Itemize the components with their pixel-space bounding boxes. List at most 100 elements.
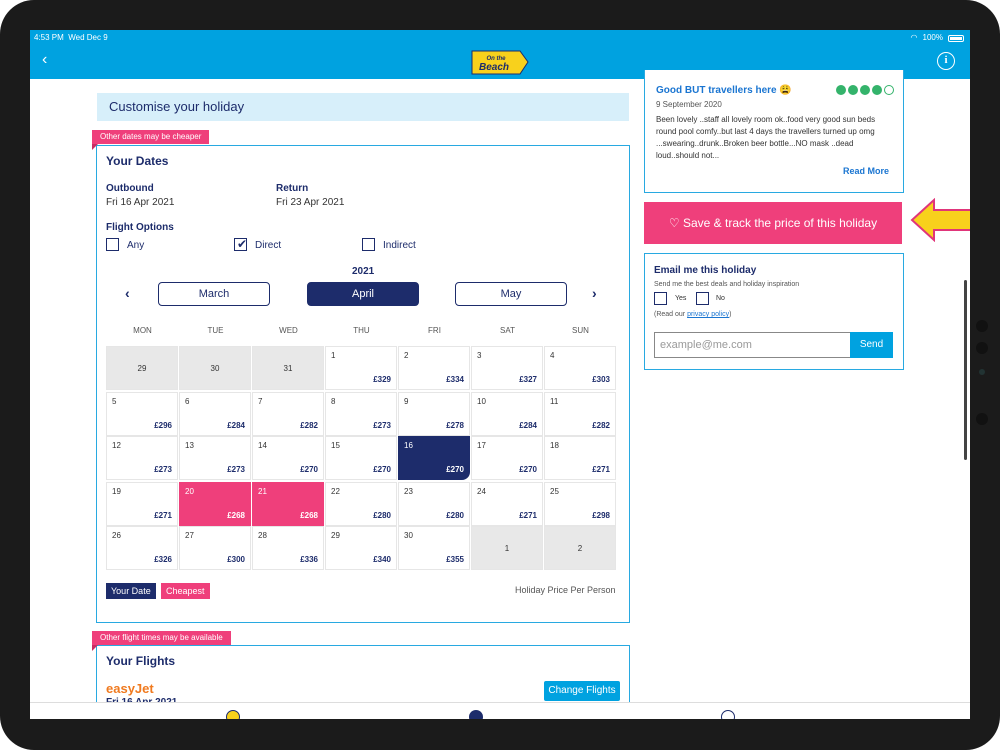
review-title[interactable]: Good BUT travellers here 😩 bbox=[656, 85, 792, 96]
calendar-day-cell[interactable]: 9 £278 bbox=[398, 392, 470, 436]
save-track-label: Save & track the price of this holiday bbox=[683, 216, 878, 230]
calendar-day-cell: 2 bbox=[544, 526, 616, 570]
indirect-checkbox[interactable] bbox=[362, 238, 375, 251]
change-flights-button[interactable]: Change Flights bbox=[544, 681, 620, 701]
calendar-day-cell[interactable]: 2 £334 bbox=[398, 346, 470, 390]
flight-options-label: Flight Options bbox=[106, 222, 174, 233]
calendar-day-cell[interactable]: 28 £336 bbox=[252, 526, 324, 570]
privacy-policy-link[interactable]: privacy policy bbox=[687, 311, 730, 318]
weekday-label: MON bbox=[133, 326, 152, 335]
info-icon[interactable]: i bbox=[937, 52, 955, 70]
prev-month-icon[interactable]: ‹ bbox=[125, 285, 130, 301]
direct-checkbox[interactable]: ✔ bbox=[234, 237, 247, 251]
email-input[interactable]: example@me.com bbox=[654, 332, 851, 358]
save-track-button[interactable]: ♡ Save & track the price of this holiday bbox=[644, 202, 902, 244]
send-button[interactable]: Send bbox=[850, 332, 893, 358]
calendar-day-cell[interactable]: 13 £273 bbox=[179, 436, 251, 480]
day-price: £336 bbox=[300, 555, 318, 564]
rating-dots bbox=[836, 85, 894, 95]
yes-label: Yes bbox=[675, 295, 687, 302]
chevron-left-icon[interactable]: ‹ bbox=[42, 51, 48, 68]
calendar-day-cell[interactable]: 26 £326 bbox=[106, 526, 178, 570]
calendar-day-cell[interactable]: 8 £273 bbox=[325, 392, 397, 436]
calendar-day-cell[interactable]: 5 £296 bbox=[106, 392, 178, 436]
calendar-day-cell[interactable]: 10 £284 bbox=[471, 392, 543, 436]
calendar-day-cell[interactable]: 27 £300 bbox=[179, 526, 251, 570]
calendar-day-cell[interactable]: 18 £271 bbox=[544, 436, 616, 480]
scroll-indicator bbox=[964, 280, 967, 460]
logo-line2: Beach bbox=[479, 62, 509, 73]
review-date: 9 September 2020 bbox=[656, 100, 722, 109]
month-may-button[interactable]: May bbox=[455, 282, 567, 306]
day-number: 29 bbox=[331, 531, 340, 540]
bottom-tab-bar bbox=[30, 702, 970, 719]
month-april-button[interactable]: April bbox=[307, 282, 419, 306]
day-price: £326 bbox=[154, 555, 172, 564]
pointer-arrow-icon bbox=[910, 198, 970, 242]
next-month-icon[interactable]: › bbox=[592, 285, 597, 301]
review-body: Been lovely ..staff all lovely room ok..… bbox=[656, 115, 876, 160]
calendar-day-cell[interactable]: 15 £270 bbox=[325, 436, 397, 480]
day-price: £268 bbox=[300, 511, 318, 520]
email-subtitle: Send me the best deals and holiday inspi… bbox=[654, 281, 800, 288]
calendar-day-cell[interactable]: 7 £282 bbox=[252, 392, 324, 436]
day-price: £284 bbox=[519, 421, 537, 430]
calendar-day-cell[interactable]: 16 £270 bbox=[398, 436, 470, 480]
day-number: 11 bbox=[550, 397, 559, 406]
calendar-day-cell[interactable]: 24 £271 bbox=[471, 482, 543, 526]
read-more-link[interactable]: Read More bbox=[843, 166, 890, 176]
weekday-label: TUE bbox=[207, 326, 224, 335]
calendar-day-cell[interactable]: 21 £268 bbox=[252, 482, 324, 526]
month-march-button[interactable]: March bbox=[158, 282, 270, 306]
day-number: 13 bbox=[185, 441, 194, 450]
tab-search-icon[interactable] bbox=[226, 710, 240, 719]
customise-heading: Customise your holiday bbox=[97, 93, 629, 121]
side-button bbox=[976, 320, 988, 332]
calendar-day-cell[interactable]: 11 £282 bbox=[544, 392, 616, 436]
day-number: 2 bbox=[577, 544, 583, 553]
yes-checkbox[interactable] bbox=[654, 292, 667, 305]
app-header: ‹ On the Beach i bbox=[30, 45, 970, 79]
calendar-day-cell[interactable]: 1 £329 bbox=[325, 346, 397, 390]
heart-outline-icon: ♡ bbox=[668, 216, 680, 230]
cheaper-dates-flag: Other dates may be cheaper bbox=[92, 130, 210, 150]
any-checkbox[interactable] bbox=[106, 238, 119, 251]
calendar-day-cell[interactable]: 4 £303 bbox=[544, 346, 616, 390]
battery-icon bbox=[948, 35, 964, 42]
day-price: £280 bbox=[446, 511, 464, 520]
calendar-day-cell[interactable]: 29 £340 bbox=[325, 526, 397, 570]
calendar-day-cell[interactable]: 12 £273 bbox=[106, 436, 178, 480]
day-price: £271 bbox=[592, 465, 610, 474]
status-bar: 4:53 PM Wed Dec 9 ◠ 100% bbox=[30, 30, 970, 45]
return-value: Fri 23 Apr 2021 bbox=[276, 197, 345, 208]
day-number: 31 bbox=[283, 364, 293, 373]
day-price: £303 bbox=[592, 375, 610, 384]
calendar-day-cell: 30 bbox=[179, 346, 251, 390]
flight-times-flag: Other flight times may be available bbox=[92, 631, 231, 651]
calendar-day-cell[interactable]: 23 £280 bbox=[398, 482, 470, 526]
logo-line1: On the bbox=[487, 56, 507, 62]
calendar-day-cell[interactable]: 30 £355 bbox=[398, 526, 470, 570]
rating-dot-empty bbox=[884, 85, 894, 95]
calendar-day-cell[interactable]: 20 £268 bbox=[179, 482, 251, 526]
calendar-day-cell[interactable]: 25 £298 bbox=[544, 482, 616, 526]
calendar-day-cell[interactable]: 22 £280 bbox=[325, 482, 397, 526]
day-number: 10 bbox=[477, 397, 486, 406]
calendar-day-cell: 29 bbox=[106, 346, 178, 390]
privacy-note: (Read our privacy policy) bbox=[654, 311, 731, 318]
calendar-day-cell[interactable]: 14 £270 bbox=[252, 436, 324, 480]
calendar-day-cell[interactable]: 17 £270 bbox=[471, 436, 543, 480]
day-price: £282 bbox=[300, 421, 318, 430]
no-label: No bbox=[716, 295, 725, 302]
weekday-label: FRI bbox=[428, 326, 441, 335]
no-checkbox[interactable] bbox=[696, 292, 709, 305]
weekday-label: SAT bbox=[500, 326, 515, 335]
return-label: Return bbox=[276, 183, 309, 194]
day-price: £271 bbox=[154, 511, 172, 520]
calendar-day-cell[interactable]: 6 £284 bbox=[179, 392, 251, 436]
calendar-day-cell[interactable]: 19 £271 bbox=[106, 482, 178, 526]
tab-favourites-icon[interactable] bbox=[469, 710, 483, 719]
calendar-day-cell[interactable]: 3 £327 bbox=[471, 346, 543, 390]
weekday-label: WED bbox=[279, 326, 298, 335]
tab-account-icon[interactable] bbox=[721, 710, 735, 719]
